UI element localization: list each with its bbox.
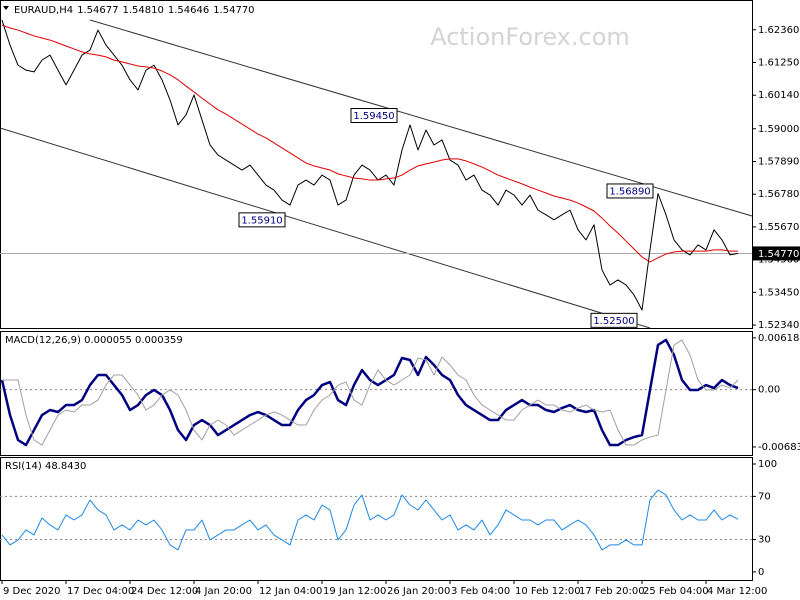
annotation-box bbox=[350, 108, 398, 124]
annotation-label: 1.56890 bbox=[609, 186, 650, 197]
y-tick-label: 1.60140 bbox=[758, 90, 799, 101]
annotation-label: 1.59450 bbox=[353, 111, 394, 122]
y-tick-label: 30 bbox=[758, 535, 771, 546]
series-line bbox=[1, 489, 739, 551]
last-price-box bbox=[752, 246, 800, 261]
series-line bbox=[1, 19, 739, 311]
y-tick-label: 70 bbox=[758, 491, 771, 502]
menu-arrow bbox=[3, 6, 9, 10]
annotation-box bbox=[590, 312, 638, 328]
chart-title: EURAUD,H4 1.54677 1.54810 1.54646 1.54770 bbox=[14, 5, 255, 16]
annotation-box bbox=[606, 183, 654, 199]
y-tick-label: 1.59000 bbox=[758, 124, 799, 135]
rsi-panel bbox=[0, 457, 753, 581]
ohlc-value: 1.54810 bbox=[122, 5, 163, 16]
y-tick-label: 1.52340 bbox=[758, 320, 799, 331]
y-tick-label: 1.57890 bbox=[758, 156, 799, 167]
annotation-label: 1.52500 bbox=[593, 316, 634, 327]
macd-panel bbox=[0, 331, 753, 456]
watermark: ActionForex.com bbox=[430, 23, 630, 51]
last-price-label: 1.54770 bbox=[758, 249, 799, 260]
ohlc-value: 1.54770 bbox=[213, 5, 254, 16]
y-tick-label: 0.00 bbox=[758, 385, 780, 396]
x-tick-label: 4 Mar 12:00 bbox=[707, 586, 767, 597]
symbol: EURAUD,H4 bbox=[14, 5, 73, 16]
x-tick-label: 26 Jan 20:00 bbox=[387, 586, 450, 597]
ohlc-value: 1.54646 bbox=[168, 5, 209, 16]
x-tick-label: 10 Feb 12:00 bbox=[515, 586, 581, 597]
x-tick-label: 25 Feb 04:00 bbox=[643, 586, 709, 597]
x-tick-label: 24 Dec 12:00 bbox=[131, 586, 198, 597]
y-tick-label: 0.006184 bbox=[758, 333, 800, 344]
series-line bbox=[2, 339, 739, 446]
x-tick-label: 4 Jan 20:00 bbox=[195, 586, 252, 597]
series-line bbox=[1, 24, 738, 263]
x-tick-label: 17 Feb 20:00 bbox=[579, 586, 645, 597]
channel-upper bbox=[89, 19, 753, 217]
channel-lower bbox=[0, 127, 651, 329]
y-tick-label: -0.006837 bbox=[758, 442, 800, 453]
y-tick-label: 0 bbox=[758, 567, 764, 578]
y-tick-label: 1.55670 bbox=[758, 222, 799, 233]
panel-title: MACD(12,26,9) 0.000055 0.000359 bbox=[5, 335, 183, 346]
panel-title: RSI(14) 48.8430 bbox=[5, 461, 86, 472]
y-tick-label: 1.53450 bbox=[758, 287, 799, 298]
ohlc-value: 1.54677 bbox=[77, 5, 118, 16]
price-panel bbox=[0, 0, 753, 329]
y-tick-label: 1.62360 bbox=[758, 25, 799, 36]
x-tick-label: 17 Dec 04:00 bbox=[67, 586, 134, 597]
x-tick-label: 9 Dec 2020 bbox=[3, 586, 61, 597]
x-tick-label: 12 Jan 04:00 bbox=[259, 586, 322, 597]
annotation-label: 1.55910 bbox=[241, 215, 282, 226]
x-tick-label: 19 Jan 12:00 bbox=[323, 586, 386, 597]
y-tick-label: 100 bbox=[758, 459, 777, 470]
annotation-box bbox=[238, 212, 286, 228]
y-tick-label: 1.56780 bbox=[758, 189, 799, 200]
series-line bbox=[0, 338, 739, 447]
x-tick-label: 3 Feb 04:00 bbox=[451, 586, 510, 597]
y-tick-label: 1.61250 bbox=[758, 57, 799, 68]
